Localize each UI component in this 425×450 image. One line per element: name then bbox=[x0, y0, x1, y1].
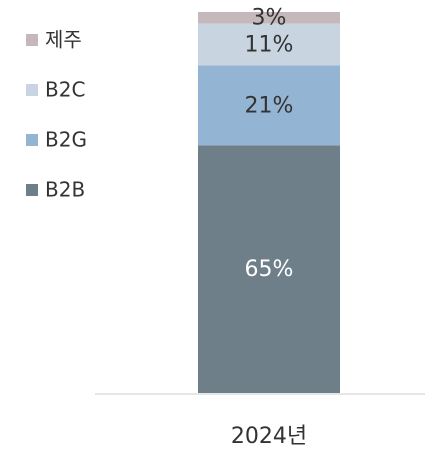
legend-swatch bbox=[26, 134, 38, 146]
data-label: 21% bbox=[245, 93, 294, 118]
bar-segment bbox=[198, 12, 340, 24]
legend-label: B2B bbox=[45, 178, 85, 202]
data-label: 11% bbox=[245, 32, 294, 57]
bar-segment bbox=[198, 23, 340, 66]
legend-swatch bbox=[26, 34, 38, 46]
data-label: 3% bbox=[252, 6, 287, 31]
legend-label: B2G bbox=[45, 128, 87, 152]
legend-swatch bbox=[26, 84, 38, 96]
legend-swatch bbox=[26, 184, 38, 196]
bar-segment bbox=[198, 65, 340, 146]
legend-label: 제주 bbox=[45, 28, 82, 52]
data-label: 65% bbox=[245, 257, 294, 282]
bar-segment bbox=[198, 145, 340, 393]
legend-label: B2C bbox=[45, 78, 85, 102]
x-tick-label: 2024년 bbox=[231, 424, 307, 449]
